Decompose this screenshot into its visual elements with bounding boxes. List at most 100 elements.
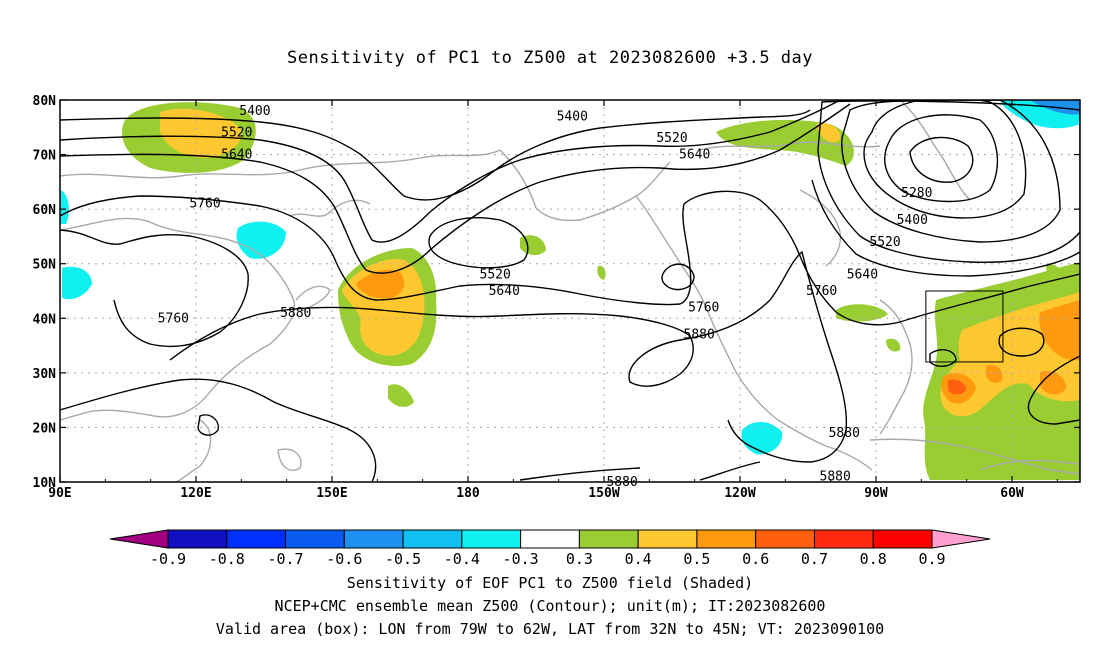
coast-kamchatka bbox=[289, 199, 371, 217]
colorbar-cell bbox=[872, 529, 933, 549]
contour-5640 bbox=[60, 103, 851, 274]
contour-label: 5760 bbox=[688, 300, 719, 315]
contour-low-5 bbox=[817, 100, 1080, 263]
contour-label: 5760 bbox=[189, 197, 220, 212]
shade-green bbox=[926, 410, 945, 446]
colorbar-cell bbox=[285, 529, 345, 549]
colorbar-label: -0.5 bbox=[385, 550, 421, 568]
shade-green bbox=[388, 384, 414, 407]
colorbar-cell bbox=[696, 529, 757, 549]
z500-contours bbox=[60, 100, 1080, 482]
contour-5880-east bbox=[699, 461, 761, 481]
contour-label: 5280 bbox=[901, 186, 932, 201]
contour-5880-south bbox=[60, 378, 377, 482]
colorbar-cell bbox=[520, 529, 580, 549]
coast-east-us bbox=[879, 299, 913, 435]
contour-5760-north bbox=[60, 190, 1080, 326]
lat-tick-label: 10N bbox=[33, 476, 57, 491]
contour-label: 5400 bbox=[557, 109, 588, 124]
shade-orange bbox=[1039, 300, 1080, 361]
colorbar-label: -0.3 bbox=[503, 550, 539, 568]
colorbar-label: -0.9 bbox=[150, 550, 186, 568]
lon-tick-label: 150W bbox=[588, 486, 619, 501]
coast-greenland bbox=[899, 100, 971, 201]
colorbar-label: -0.6 bbox=[326, 550, 362, 568]
shade-green bbox=[836, 304, 888, 322]
colorbar-cell bbox=[226, 529, 287, 549]
contour-label: 5520 bbox=[221, 126, 252, 141]
contour-low-2 bbox=[884, 114, 999, 203]
coast-island bbox=[277, 448, 302, 471]
lon-tick-label: 180 bbox=[456, 486, 480, 501]
contour-5520 bbox=[60, 100, 841, 243]
colorbar-label: 0.9 bbox=[918, 550, 945, 568]
map-frame bbox=[59, 99, 1081, 483]
colorbar-cell bbox=[637, 529, 698, 549]
contour-5880-central bbox=[519, 467, 641, 481]
coast-sa bbox=[979, 459, 1080, 471]
lat-tick-label: 50N bbox=[33, 258, 57, 273]
contour-label: 5640 bbox=[221, 148, 252, 163]
shade-green bbox=[886, 338, 901, 352]
footer-line-1: Sensitivity of EOF PC1 to Z500 field (Sh… bbox=[346, 574, 754, 592]
colorbar bbox=[109, 529, 991, 549]
colorbar-triangle-left bbox=[109, 529, 169, 549]
colorbar-label: 0.7 bbox=[801, 550, 828, 568]
contour-label: 5520 bbox=[656, 131, 687, 146]
lat-tick-label: 20N bbox=[33, 421, 57, 436]
contour-label: 5520 bbox=[869, 235, 900, 250]
lon-tick-label: 90W bbox=[864, 486, 888, 501]
valid-area-box bbox=[925, 290, 1004, 363]
shade-cyan bbox=[62, 266, 92, 300]
contour-5760-west bbox=[60, 229, 249, 347]
contour-low-1 bbox=[909, 136, 974, 183]
contour-label: 5880 bbox=[829, 426, 860, 441]
colorbar-label: -0.7 bbox=[267, 550, 303, 568]
colorbar-cell bbox=[167, 529, 228, 549]
contour-label: 5880 bbox=[820, 470, 851, 485]
lat-tick-label: 60N bbox=[33, 203, 57, 218]
coast-asia bbox=[60, 217, 295, 421]
contour-label: 5640 bbox=[847, 268, 878, 283]
contour-5400 bbox=[60, 109, 811, 201]
shade-yellow bbox=[160, 108, 242, 158]
contour-atl-ring bbox=[998, 327, 1045, 357]
contour-ring-small bbox=[661, 263, 695, 291]
colorbar-cell bbox=[813, 529, 874, 549]
colorbar-cell bbox=[402, 529, 463, 549]
lat-tick-label: 30N bbox=[33, 367, 57, 382]
colorbar-cell bbox=[461, 529, 522, 549]
contour-atl-ring2 bbox=[929, 349, 957, 367]
colorbar-label: 0.4 bbox=[625, 550, 652, 568]
contour-label: 5640 bbox=[489, 284, 520, 299]
contour-label: 5760 bbox=[806, 284, 837, 299]
shade-green bbox=[1046, 264, 1061, 278]
lat-tick-label: 40N bbox=[33, 312, 57, 327]
lon-tick-label: 150E bbox=[316, 486, 347, 501]
contour-5880 bbox=[169, 250, 848, 463]
contour-label: 5520 bbox=[480, 268, 511, 283]
colorbar-label: -0.4 bbox=[444, 550, 480, 568]
contour-ring-sw bbox=[197, 414, 219, 436]
axis-ticks bbox=[59, 99, 1080, 483]
colorbar-label: 0.3 bbox=[566, 550, 593, 568]
shade-cyan bbox=[60, 190, 69, 224]
colorbar-cell bbox=[343, 529, 404, 549]
colorbar-label: 0.5 bbox=[683, 550, 710, 568]
shade-orange bbox=[986, 364, 1003, 383]
colorbar-cell bbox=[578, 529, 639, 549]
colorbar-label: -0.8 bbox=[209, 550, 245, 568]
contour-label: 5880 bbox=[684, 328, 715, 343]
lat-tick-label: 70N bbox=[33, 149, 57, 164]
lon-tick-label: 90E bbox=[48, 486, 71, 501]
shade-green bbox=[597, 265, 606, 280]
contour-label: 5400 bbox=[897, 213, 928, 228]
coastlines bbox=[60, 100, 1080, 482]
contour-label: 5640 bbox=[679, 148, 710, 163]
lon-tick-label: 120W bbox=[724, 486, 755, 501]
footer-line-2: NCEP+CMC ensemble mean Z500 (Contour); u… bbox=[274, 597, 826, 615]
lon-tick-label: 120E bbox=[180, 486, 211, 501]
shade-yellow bbox=[816, 122, 841, 143]
colorbar-labels: -0.9 -0.8 -0.7 -0.6 -0.5 -0.4 -0.3 0.3 0.4 0.5 0.6… bbox=[150, 550, 946, 568]
